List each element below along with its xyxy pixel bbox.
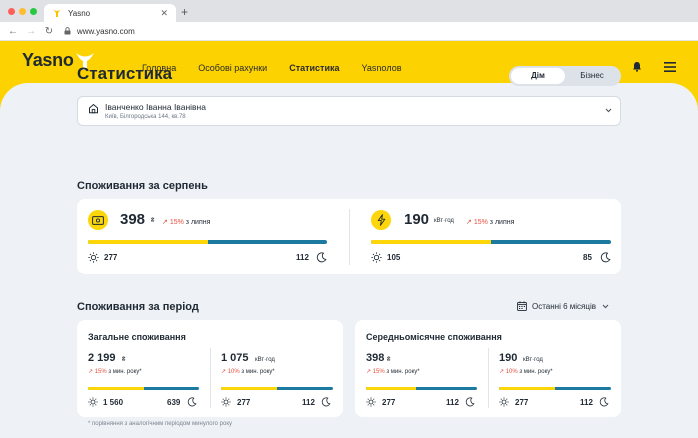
period-selector-label: Останні 6 місяців <box>532 301 596 311</box>
account-address: Київ, Білгородська 144, кв.78 <box>105 114 186 120</box>
nav-home[interactable]: Головна <box>142 63 177 73</box>
nav-yasnolov[interactable]: Yasnoлов <box>361 63 402 73</box>
toggle-business[interactable]: Бізнес <box>580 71 604 80</box>
total-money-day: 1 560 <box>103 398 124 407</box>
total-energy-unit: кВт·год <box>255 357 275 363</box>
total-energy-bar <box>221 387 333 390</box>
card-divider <box>488 348 489 408</box>
moon-icon <box>321 397 331 407</box>
chevron-down-icon <box>605 108 612 113</box>
bell-icon[interactable] <box>632 61 642 72</box>
average-energy-delta: ↗ 10% з мин. року* <box>499 369 553 375</box>
total-money-night: 639 <box>167 398 181 407</box>
menu-icon[interactable] <box>664 62 676 72</box>
chevron-down-icon <box>602 304 609 309</box>
monthly-money-unit: ₴ <box>151 218 155 224</box>
page-title: Статистика <box>77 64 173 83</box>
window-maximize-dot[interactable] <box>30 8 37 15</box>
total-money-value: 2 199 <box>88 352 116 364</box>
monthly-energy-value: 190 <box>404 211 430 228</box>
sun-icon <box>88 397 98 407</box>
reload-icon[interactable]: ↻ <box>44 25 54 37</box>
moon-icon <box>465 397 475 407</box>
tab-title: Yasno <box>68 8 91 18</box>
average-energy-bar <box>499 387 611 390</box>
monthly-money-day: 277 <box>104 253 118 262</box>
average-energy-value: 190 <box>499 352 518 364</box>
monthly-money-bar <box>88 240 327 244</box>
monthly-money-delta: ↗ 15% з липня <box>162 219 211 226</box>
moon-icon <box>316 252 327 263</box>
footnote: * порівняння з аналогічним періодом мину… <box>88 421 233 427</box>
total-energy-day: 277 <box>237 398 251 407</box>
yasno-logo[interactable]: Yasno <box>22 50 95 71</box>
wallet-icon <box>88 210 108 230</box>
tab-close-icon[interactable]: ✕ <box>160 7 168 18</box>
average-money-day: 277 <box>382 398 396 407</box>
moon-icon <box>599 397 609 407</box>
calendar-icon <box>517 301 527 311</box>
total-money-delta: ↗ 15% з мин. року* <box>88 369 142 375</box>
sun-icon <box>366 397 376 407</box>
nav-accounts[interactable]: Особові рахунки <box>198 63 268 73</box>
forward-icon[interactable]: → <box>26 25 36 37</box>
average-money-delta: ↗ 15% з мин. року* <box>366 369 420 375</box>
card-divider <box>349 209 350 265</box>
house-icon <box>88 103 99 114</box>
moon-icon <box>187 397 197 407</box>
monthly-energy-day: 105 <box>387 253 401 262</box>
monthly-energy-bar <box>371 240 611 244</box>
new-tab-button[interactable]: + <box>181 5 189 19</box>
total-money-bar <box>88 387 199 390</box>
sun-icon <box>499 397 509 407</box>
browser-tab-strip: Yasno ✕ + <box>0 0 698 22</box>
toggle-home[interactable]: Дім <box>511 68 565 84</box>
monthly-money-night: 112 <box>296 253 309 262</box>
average-money-bar <box>366 387 477 390</box>
url-text: www.yasno.com <box>77 26 135 36</box>
url-field[interactable]: www.yasno.com <box>64 27 135 36</box>
browser-address-bar: ← → ↻ www.yasno.com <box>0 22 698 41</box>
logo-mark-icon <box>75 51 95 71</box>
logo-text: Yasno <box>22 50 74 70</box>
main-nav: Головна Особові рахунки Статистика Yasno… <box>142 63 424 73</box>
average-card-title: Середньомісячне споживання <box>366 332 502 342</box>
home-business-toggle: Дім Бізнес <box>509 66 621 86</box>
window-minimize-dot[interactable] <box>19 8 26 15</box>
total-money-unit: ₴ <box>122 357 126 363</box>
period-selector[interactable]: Останні 6 місяців <box>517 301 609 311</box>
sun-icon <box>221 397 231 407</box>
sun-icon <box>88 252 99 263</box>
window-close-dot[interactable] <box>8 8 15 15</box>
lock-icon <box>64 27 71 35</box>
lightning-icon <box>371 210 391 230</box>
average-money-night: 112 <box>446 398 459 407</box>
account-name: Іванченко Іванна Іванівна <box>105 102 206 112</box>
account-selector[interactable]: Іванченко Іванна Іванівна Київ, Білгород… <box>77 96 621 126</box>
nav-statistics[interactable]: Статистика <box>289 63 340 73</box>
card-divider <box>210 348 211 408</box>
sun-icon <box>371 252 382 263</box>
period-section-title: Споживання за період <box>77 301 199 313</box>
monthly-energy-night: 85 <box>583 253 592 262</box>
average-energy-night: 112 <box>580 398 593 407</box>
browser-tab[interactable]: Yasno ✕ <box>44 4 176 22</box>
yasno-favicon-icon <box>52 8 62 18</box>
average-energy-day: 277 <box>515 398 529 407</box>
back-icon[interactable]: ← <box>8 25 18 37</box>
monthly-section-title: Споживання за серпень <box>77 180 208 192</box>
average-money-value: 398 <box>366 352 385 364</box>
total-energy-value: 1 075 <box>221 352 249 364</box>
total-energy-night: 112 <box>302 398 315 407</box>
moon-icon <box>600 252 611 263</box>
monthly-money-value: 398 <box>120 211 146 228</box>
monthly-energy-unit: кВт·год <box>434 218 454 224</box>
monthly-energy-delta: ↗ 15% з липня <box>466 219 515 226</box>
total-energy-delta: ↗ 10% з мин. року* <box>221 369 275 375</box>
average-money-unit: ₴ <box>387 357 391 363</box>
average-energy-unit: кВт·год <box>523 357 543 363</box>
total-card-title: Загальне споживання <box>88 332 186 342</box>
